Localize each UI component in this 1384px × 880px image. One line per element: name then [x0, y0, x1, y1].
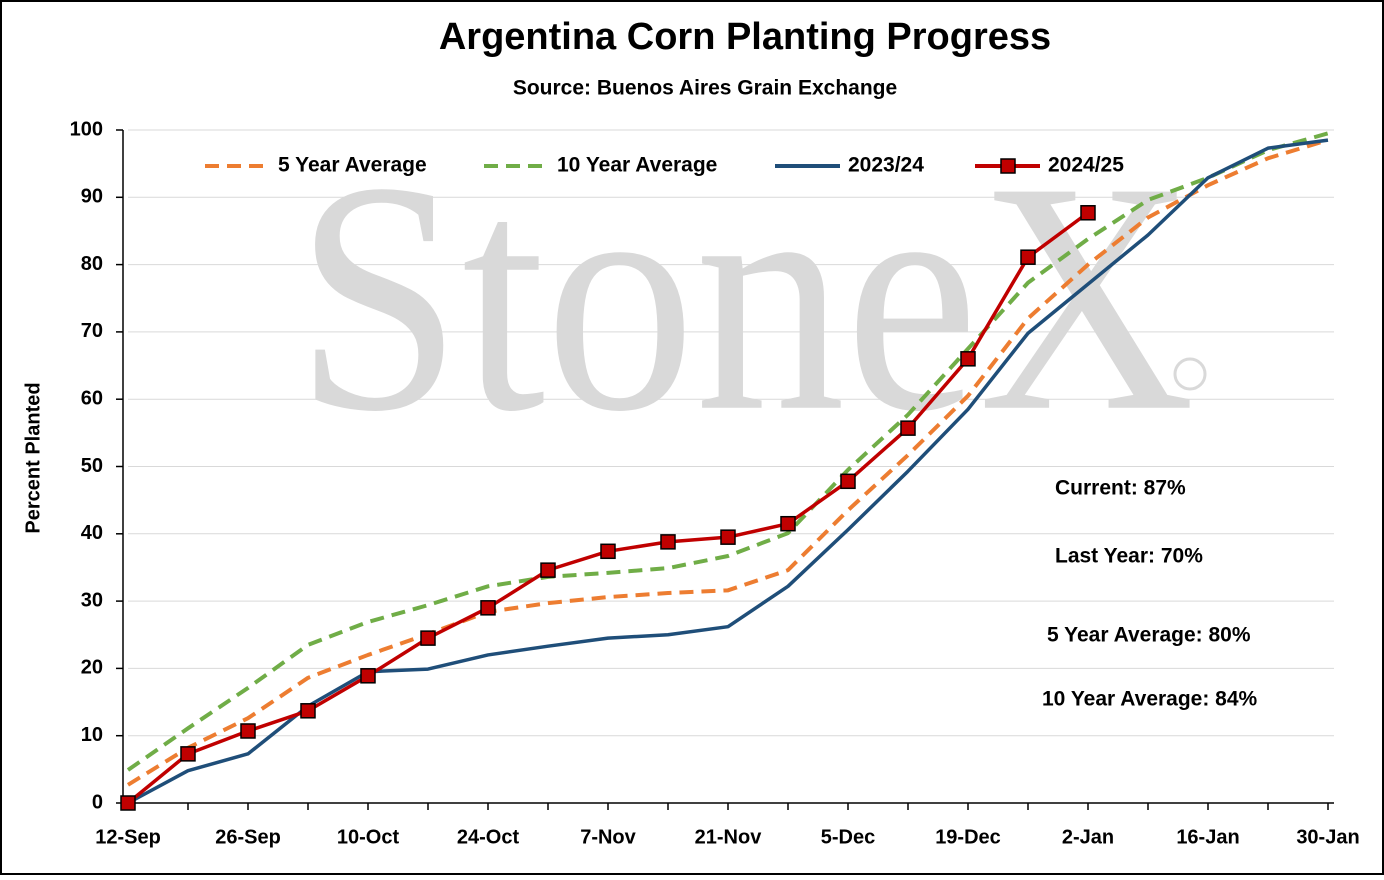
y-tick-label: 90	[81, 186, 103, 208]
series-marker	[840, 473, 856, 490]
series-marker	[1020, 249, 1036, 265]
series-marker	[660, 534, 676, 550]
y-tick-label: 10	[81, 724, 103, 746]
series-line	[127, 138, 1329, 805]
x-tick-label: 12-Sep	[95, 826, 161, 848]
annotation: 5 Year Average: 80%	[1047, 624, 1251, 647]
x-tick-label: 19-Dec	[935, 826, 1001, 848]
x-tick-label: 30-Jan	[1296, 826, 1359, 848]
series-marker	[780, 515, 796, 532]
y-tick-label: 40	[81, 522, 103, 544]
series-marker	[120, 795, 136, 811]
y-tick-label: 30	[81, 589, 103, 611]
series-marker	[300, 703, 316, 719]
series-marker	[480, 600, 496, 616]
series-marker	[960, 351, 976, 367]
y-tick-label: 70	[81, 320, 103, 342]
x-tick-label: 7-Nov	[580, 826, 636, 848]
legend-marker	[1000, 158, 1016, 174]
watermark-reg	[1173, 357, 1207, 391]
annotation: 10 Year Average: 84%	[1042, 688, 1258, 711]
y-tick-label: 80	[81, 253, 103, 275]
series-marker	[360, 668, 376, 684]
series-marker	[420, 630, 436, 646]
annotation: Current: 87%	[1055, 477, 1186, 500]
series-marker	[240, 723, 256, 739]
series-marker	[540, 562, 556, 578]
y-tick-label: 20	[81, 657, 103, 679]
legend-label: 10 Year Average	[557, 154, 717, 177]
series-marker	[900, 420, 916, 436]
legend-label: 2024/25	[1048, 154, 1124, 177]
series-line	[126, 138, 1329, 787]
chart-subtitle: Source: Buenos Aires Grain Exchange	[513, 77, 897, 100]
watermark: StoneX	[295, 115, 1195, 480]
y-axis-label: Percent Planted	[22, 382, 44, 533]
y-tick-label: 0	[92, 791, 103, 813]
x-tick-label: 2-Jan	[1062, 826, 1114, 848]
y-tick-label: 50	[81, 455, 103, 477]
x-tick-label: 10-Oct	[337, 826, 400, 848]
legend-label: 2023/24	[848, 154, 924, 177]
series-marker	[720, 529, 736, 545]
grid: 0 10 20 30 40 50 60 70 80 90 100 12-Sep 26-Sep 10-Oct…	[70, 118, 1360, 848]
x-tick-label: 26-Sep	[215, 826, 281, 848]
series-marker	[1080, 205, 1096, 221]
series-marker	[600, 543, 616, 560]
series-marker	[180, 746, 196, 762]
series-line	[126, 131, 1329, 772]
chart-title: Argentina Corn Planting Progress	[439, 16, 1051, 58]
x-tick-label: 21-Nov	[695, 826, 763, 848]
annotation: Last Year: 70%	[1055, 545, 1203, 568]
legend-label: 5 Year Average	[278, 154, 427, 177]
x-tick-label: 5-Dec	[821, 826, 875, 848]
plot	[120, 131, 1329, 811]
y-tick-label: 100	[70, 118, 103, 140]
x-tick-label: 16-Jan	[1176, 826, 1239, 848]
y-tick-label: 60	[81, 387, 103, 409]
x-tick-label: 24-Oct	[457, 826, 520, 848]
